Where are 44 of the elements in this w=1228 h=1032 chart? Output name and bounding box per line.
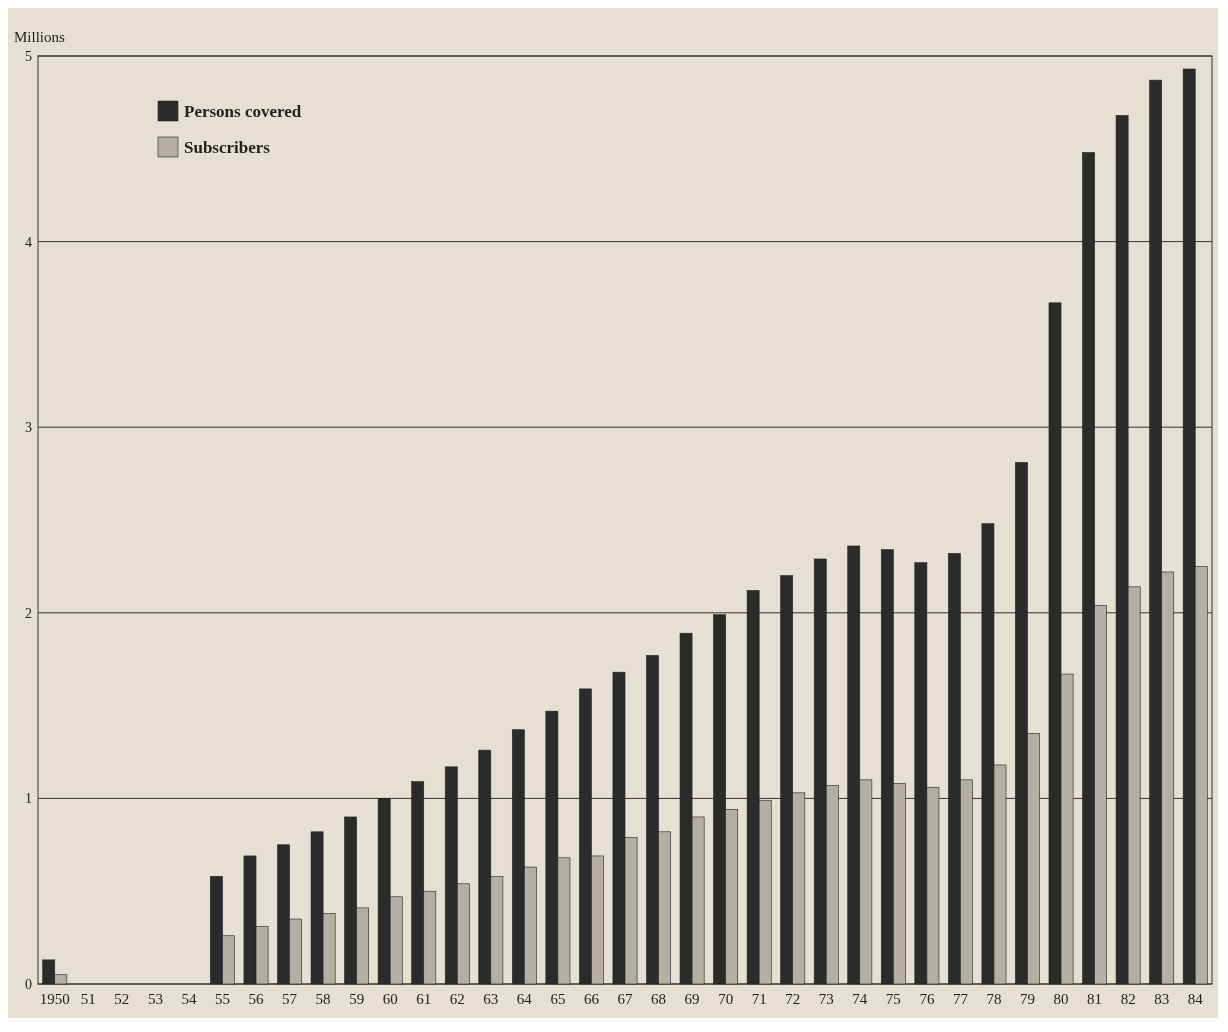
legend-label: Subscribers: [184, 137, 271, 157]
x-tick-label: 83: [1154, 991, 1170, 1007]
y-tick-label: 5: [25, 48, 32, 64]
x-tick-label: 59: [349, 991, 365, 1007]
x-tick-label: 62: [449, 991, 465, 1007]
x-tick-label: 70: [718, 991, 734, 1007]
y-tick-label: 2: [25, 605, 32, 621]
x-tick-label: 77: [952, 991, 969, 1007]
x-tick-label: 51: [80, 991, 96, 1007]
y-tick-label: 0: [25, 976, 32, 992]
x-tick-label: 64: [516, 991, 533, 1007]
x-tick-label: 71: [751, 991, 767, 1007]
y-tick-label: 4: [25, 234, 32, 250]
x-tick-label: 55: [214, 991, 230, 1007]
x-tick-label: 74: [852, 991, 868, 1007]
legend-label: Persons covered: [184, 101, 302, 121]
y-tick-label: 1: [25, 791, 32, 807]
x-tick-label: 69: [684, 991, 700, 1007]
x-tick-label: 53: [147, 991, 163, 1007]
y-tick-label: 3: [25, 420, 32, 436]
x-tick-label: 60: [382, 991, 398, 1007]
x-tick-label: 73: [818, 991, 834, 1007]
x-tick-label: 78: [986, 991, 1002, 1007]
x-tick-label: 61: [416, 991, 432, 1007]
x-tick-label: 81: [1087, 991, 1103, 1007]
x-tick-label: 67: [617, 991, 633, 1007]
x-tick-label: 72: [785, 991, 801, 1007]
x-tick-label: 65: [550, 991, 566, 1007]
x-tick-label: 68: [651, 991, 667, 1007]
x-tick-label: 75: [885, 991, 901, 1007]
x-tick-label: 84: [1187, 991, 1204, 1007]
x-tick-label: 1950: [39, 991, 70, 1007]
x-tick-label: 57: [282, 991, 298, 1007]
x-tick-label: 54: [181, 991, 197, 1007]
x-tick-label: 52: [114, 991, 130, 1007]
y-axis-title: Millions: [14, 29, 66, 45]
x-tick-label: 80: [1053, 991, 1069, 1007]
x-tick-label: 76: [919, 991, 935, 1007]
x-tick-label: 63: [483, 991, 499, 1007]
x-tick-label: 82: [1120, 991, 1136, 1007]
x-tick-label: 79: [1020, 991, 1036, 1007]
x-tick-label: 58: [315, 991, 331, 1007]
x-tick-label: 56: [248, 991, 265, 1007]
x-tick-label: 66: [583, 991, 600, 1007]
